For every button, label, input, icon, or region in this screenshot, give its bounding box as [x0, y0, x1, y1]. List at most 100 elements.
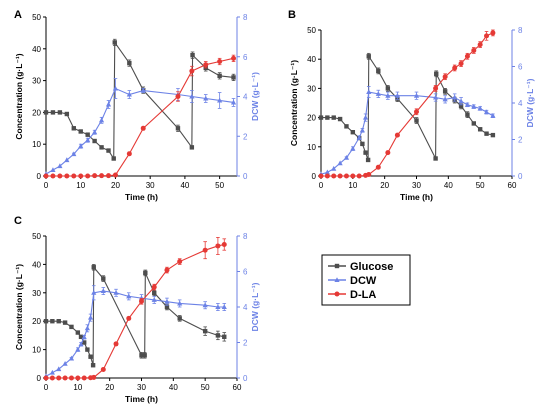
data-point-dcw	[151, 297, 157, 302]
legend-swatch-marker	[334, 263, 340, 269]
data-point-dcw	[394, 92, 400, 98]
data-point-glucose	[350, 130, 356, 135]
data-point-glucose	[325, 115, 330, 120]
data-point-dla	[92, 173, 98, 179]
panel-label: A	[14, 9, 22, 21]
data-point-dla	[471, 47, 477, 53]
data-point-dla	[75, 375, 81, 381]
x-tick-label: 0	[44, 383, 49, 392]
data-point-glucose	[442, 89, 448, 94]
y2-tick-label: 6	[243, 53, 248, 62]
data-point-glucose	[215, 333, 221, 338]
y2-tick-label: 8	[518, 26, 523, 35]
y-tick-label: 50	[32, 232, 41, 241]
data-point-dcw	[217, 97, 223, 103]
data-point-dla	[385, 150, 391, 156]
data-point-dcw	[98, 117, 105, 123]
data-point-glucose	[112, 40, 117, 45]
data-point-glucose	[56, 319, 61, 324]
legend-label: D-LA	[350, 289, 376, 301]
data-point-dcw	[68, 355, 75, 361]
x-tick-label: 20	[105, 383, 114, 392]
series-dcw	[318, 86, 496, 177]
y2-tick-label: 2	[243, 339, 248, 348]
y-axis-label: Concentration (g·L⁻¹)	[289, 60, 299, 146]
y2-axis-label: DCW (g·L⁻¹)	[250, 72, 260, 121]
data-point-glucose	[69, 324, 74, 330]
legend-entry-dcw: DCW	[328, 275, 377, 287]
series-dcw	[43, 285, 227, 379]
data-point-dla	[126, 151, 132, 157]
data-point-glucose	[189, 145, 195, 150]
data-point-dcw	[78, 341, 84, 347]
series-line-dla	[46, 57, 234, 177]
data-point-glucose	[465, 112, 470, 117]
x-tick-label: 0	[319, 181, 324, 190]
y-tick-label: 40	[32, 45, 41, 54]
y2-tick-label: 8	[243, 232, 248, 241]
x-tick-label: 60	[233, 383, 242, 392]
data-point-dla	[231, 55, 237, 61]
data-point-glucose	[64, 111, 70, 117]
data-point-glucose	[91, 265, 96, 270]
legend: Glucose DCW D-LA	[321, 254, 411, 306]
data-point-dcw	[140, 87, 146, 93]
data-point-glucose	[50, 110, 56, 115]
data-point-dla	[56, 375, 62, 381]
data-point-dcw	[64, 157, 70, 163]
data-point-dcw	[362, 114, 369, 120]
data-point-glucose	[142, 353, 147, 358]
data-point-dcw	[331, 165, 337, 171]
series-dla	[43, 237, 227, 381]
data-point-dcw	[105, 101, 112, 107]
data-point-dcw	[230, 99, 237, 105]
data-point-dcw	[85, 137, 91, 143]
y2-tick-label: 4	[243, 93, 248, 102]
data-point-glucose	[376, 68, 381, 74]
data-point-glucose	[82, 340, 87, 345]
x-tick-label: 50	[476, 181, 485, 190]
data-point-glucose	[152, 290, 157, 295]
data-point-dcw	[126, 91, 132, 97]
data-point-dcw	[91, 290, 97, 295]
data-point-dcw	[71, 151, 77, 157]
data-point-dcw	[413, 92, 420, 98]
data-point-dla	[126, 315, 132, 321]
y-tick-label: 10	[307, 143, 316, 152]
y-tick-label: 0	[37, 374, 42, 383]
x-tick-label: 30	[146, 181, 155, 190]
x-tick-label: 30	[137, 383, 146, 392]
data-point-dla	[43, 173, 49, 179]
data-point-glucose	[43, 110, 49, 115]
x-tick-label: 20	[111, 181, 120, 190]
data-point-glucose	[385, 86, 391, 91]
y2-tick-label: 0	[243, 374, 248, 383]
x-tick-label: 50	[215, 181, 224, 190]
x-tick-label: 10	[76, 181, 85, 190]
x-axis-label: Time (h)	[125, 394, 158, 404]
data-point-glucose	[143, 270, 148, 276]
data-point-dla	[452, 65, 458, 71]
data-point-glucose	[490, 132, 496, 138]
data-point-glucose	[177, 316, 182, 321]
y-tick-label: 20	[307, 114, 316, 123]
x-tick-label: 0	[44, 181, 49, 190]
data-point-dla	[113, 341, 119, 347]
panel-label: C	[14, 215, 22, 227]
data-point-dcw	[375, 91, 381, 96]
data-point-dcw	[477, 105, 483, 111]
x-tick-label: 50	[201, 383, 210, 392]
y-tick-label: 40	[307, 55, 316, 64]
y2-tick-label: 2	[518, 136, 523, 145]
x-tick-label: 40	[180, 181, 189, 190]
data-point-dla	[318, 173, 324, 179]
data-point-dcw	[337, 160, 343, 166]
data-point-dla	[71, 173, 77, 179]
data-point-glucose	[344, 124, 349, 129]
data-point-dla	[57, 173, 63, 179]
legend-entry-dla: D-LA	[328, 289, 376, 301]
data-point-dla	[324, 173, 330, 179]
data-point-dla	[100, 366, 106, 372]
data-point-dla	[85, 173, 91, 179]
